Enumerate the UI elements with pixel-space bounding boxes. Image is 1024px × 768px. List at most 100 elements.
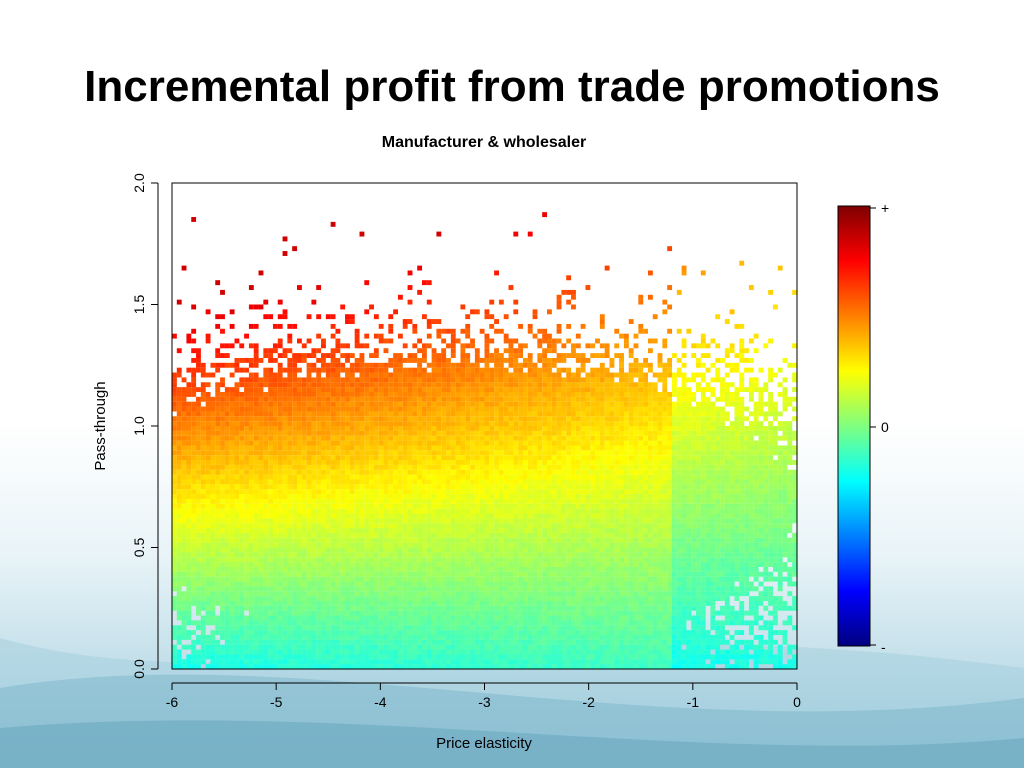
heatmap-cell [205,532,211,538]
heatmap-cell [446,566,451,572]
heatmap-cell [354,528,360,533]
heatmap-cell [422,474,427,480]
heatmap-cell [417,289,423,295]
heatmap-cell [527,571,533,577]
heatmap-cell [268,523,274,529]
heatmap-cell [292,498,298,504]
heatmap-cell [378,528,384,533]
heatmap-cell [484,362,490,368]
heatmap-cell [325,639,331,645]
heatmap-cell [513,552,519,558]
heatmap-cell [215,639,221,645]
heatmap-cell [325,445,331,451]
heatmap-cell [383,566,389,572]
heatmap-cell [441,508,447,514]
heatmap-cell [335,659,341,665]
heatmap-cell [527,391,533,397]
heatmap-cell [354,610,360,616]
heatmap-cell [325,518,331,524]
heatmap-cell [330,460,336,465]
heatmap-cell [229,571,235,577]
heatmap-cell [253,586,259,592]
heatmap-cell [422,464,427,470]
heatmap-cell [450,455,456,461]
heatmap-cell [340,450,346,456]
heatmap-cell [345,464,350,470]
heatmap-cell [210,532,216,538]
heatmap-cell [321,357,326,363]
heatmap-cell [446,576,451,582]
heatmap-cell [210,528,216,533]
heatmap-cell [191,528,197,533]
heatmap-cell [479,591,485,597]
heatmap-cell [460,406,466,412]
heatmap-cell [301,513,307,519]
heatmap-cell [455,455,461,461]
heatmap-cell [393,634,399,640]
heatmap-cell [393,401,399,407]
heatmap-cell [532,494,538,499]
heatmap-cell [364,615,370,621]
heatmap-cell [503,503,509,509]
heatmap-cell [287,391,293,397]
heatmap-cell [426,372,432,378]
heatmap-cell [532,382,538,388]
heatmap-cell [258,600,264,606]
heatmap-cell [412,576,418,582]
heatmap-cell [369,377,374,383]
heatmap-cell [522,542,528,548]
heatmap-cell [258,474,264,480]
heatmap-cell [220,430,225,436]
heatmap-cell [441,503,447,509]
heatmap-cell [349,528,355,533]
heatmap-cell [181,430,187,436]
heatmap-cell [200,440,206,446]
heatmap-cell [522,513,528,519]
heatmap-cell [474,532,480,538]
heatmap-cell [263,537,269,543]
heatmap-cell [200,435,206,441]
heatmap-cell [263,547,269,553]
heatmap-cell [224,552,230,558]
heatmap-cell [359,566,365,572]
heatmap-cell [248,596,254,602]
heatmap-cell [316,615,322,621]
heatmap-cell [325,391,331,397]
heatmap-cell [407,460,413,465]
heatmap-cell [263,464,269,470]
heatmap-cell [292,460,298,465]
heatmap-cell [345,372,350,378]
heatmap-cell [494,576,499,582]
heatmap-cell [239,479,245,485]
heatmap-cell [450,513,456,519]
heatmap-cell [494,435,499,441]
heatmap-cell [470,391,475,397]
heatmap-cell [378,566,384,572]
heatmap-cell [494,362,499,368]
heatmap-cell [470,532,475,538]
heatmap-cell [172,566,177,572]
heatmap-cell [176,372,182,378]
heatmap-cell [196,367,201,373]
heatmap-cell [383,610,389,616]
heatmap-cell [494,460,499,465]
heatmap-cell [224,416,230,422]
heatmap-cell [470,445,475,451]
heatmap-cell [345,586,350,592]
heatmap-cell [465,581,471,587]
heatmap-cell [508,537,514,543]
heatmap-cell [306,596,312,602]
heatmap-cell [498,479,504,485]
heatmap-cell [498,464,504,470]
heatmap-cell [378,596,384,602]
heatmap-cell [422,620,427,626]
heatmap-cell [378,576,384,582]
heatmap-cell [239,644,245,650]
heatmap-cell [494,625,499,631]
heatmap-cell [287,639,293,645]
heatmap-cell [306,416,312,422]
heatmap-cell [311,528,317,533]
heatmap-cell [494,401,499,407]
heatmap-cell [191,542,197,548]
heatmap-cell [518,600,524,606]
